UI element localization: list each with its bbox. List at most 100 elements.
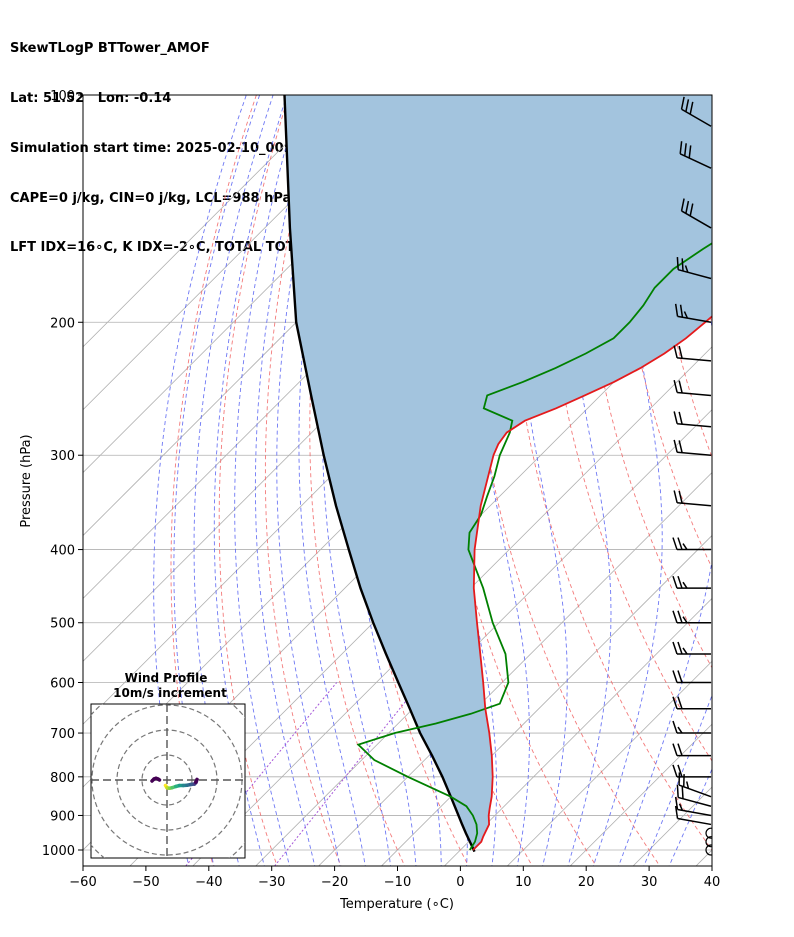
y-tick-label: 100 — [50, 89, 75, 104]
wind-profile-inset: Wind Profile 10m/s increment — [90, 671, 246, 859]
wind-barb-flag — [683, 311, 689, 319]
calm-wind-marker — [705, 836, 712, 848]
dewpoint-line — [356, 242, 712, 851]
wind-barb-flag — [684, 265, 689, 273]
wind-barb-flag — [690, 71, 693, 83]
y-tick-label: 1000 — [42, 844, 75, 859]
moist-adiabat-line — [618, 95, 712, 866]
isotherm-line — [255, 409, 712, 866]
wind-barb-flag — [673, 411, 678, 424]
wind-barb-flag — [672, 670, 678, 683]
x-tick-label: 30 — [641, 875, 658, 890]
wind-barb-flag — [679, 304, 684, 318]
wind-barb-flag — [672, 743, 678, 756]
wind-barb-flag — [682, 543, 688, 550]
wind-barb-flag — [672, 696, 678, 709]
wind-barb-flag — [674, 805, 679, 819]
wind-barb-flag — [685, 99, 690, 112]
moist-adiabat-line — [213, 95, 288, 866]
y-tick-label: 300 — [50, 449, 75, 464]
y-tick-label: 700 — [50, 727, 75, 742]
wind-barb-flag — [672, 610, 678, 623]
x-tick-label: −20 — [321, 875, 348, 890]
dry-adiabat-line — [743, 78, 794, 869]
wind-barb-flag — [681, 258, 684, 272]
wind-barb — [678, 784, 712, 798]
wind-barb — [677, 315, 712, 324]
wind-barb — [681, 210, 712, 229]
wind-barb-flag — [678, 411, 683, 425]
wind-barb-flag — [672, 575, 678, 589]
wind-barb-flag — [672, 764, 678, 778]
x-tick-label: −50 — [132, 875, 159, 890]
wind-barb-flag — [677, 743, 683, 756]
wind-barb-flag — [686, 68, 689, 80]
moist-adiabat-line — [562, 95, 612, 866]
wind-barb — [677, 817, 712, 826]
wind-barb — [677, 268, 712, 280]
isotherm-line — [443, 597, 712, 866]
calm-wind-marker — [705, 827, 712, 839]
x-tick-label: −40 — [195, 875, 222, 890]
x-tick-label: 20 — [578, 875, 595, 890]
wind-barb-flag — [673, 345, 678, 359]
moist-adiabat-line — [321, 95, 392, 866]
wind-barb-flag — [677, 670, 683, 683]
dry-adiabat-line — [776, 78, 794, 869]
dry-adiabat-line — [579, 95, 712, 669]
y-tick-label: 900 — [50, 809, 75, 824]
wind-barb-flag — [683, 143, 687, 156]
moist-adiabat-line — [298, 95, 366, 866]
wind-barb-flag — [677, 610, 683, 623]
wind-barb-flag — [681, 786, 684, 799]
hodograph-segment — [194, 777, 199, 784]
dry-adiabat-line — [218, 95, 290, 866]
y-tick-label: 800 — [50, 771, 75, 786]
moist-adiabat-line — [276, 95, 341, 866]
wind-barb — [709, 95, 711, 96]
wind-barb-flag — [674, 303, 679, 317]
hodograph-segment — [156, 777, 162, 782]
axes: −60 −50 −40 −30 −20 −10 0 10 20 30 40 100 200 300 400 5… — [42, 89, 720, 890]
wind-barb-flag — [678, 345, 683, 359]
wind-barb-flag — [678, 440, 683, 453]
parcel-profile-line — [283, 95, 476, 853]
isotherm-line — [192, 346, 712, 866]
wind-barb-flag — [682, 66, 685, 78]
wind-barb-flag — [677, 726, 683, 734]
wind-barb — [677, 808, 712, 817]
wind-barb-flag — [677, 764, 683, 778]
wind-barb-flag — [685, 200, 690, 214]
x-tick-label: 10 — [515, 875, 532, 890]
x-tick-label: 40 — [704, 875, 721, 890]
x-axis-title: Temperature (∘C) — [339, 897, 454, 912]
dry-adiabat-line — [711, 95, 712, 100]
wind-barb-flag — [682, 647, 688, 655]
y-axis-title: Pressure (hPa) — [19, 434, 34, 527]
isotherm-line — [506, 660, 712, 866]
x-tick-label: −60 — [69, 875, 96, 890]
wind-barb-flag — [672, 641, 678, 655]
moist-adiabat-line — [643, 694, 712, 866]
wind-barb — [677, 796, 712, 807]
inset-subtitle: 10m/s increment — [113, 686, 227, 700]
wind-barb-flag — [672, 720, 678, 734]
moist-adiabat-line — [592, 95, 663, 866]
y-tick-label: 600 — [50, 677, 75, 692]
calm-wind-marker — [705, 844, 712, 856]
title-station: SkewTLogP BTTower_AMOF — [10, 41, 210, 57]
moist-adiabat-line — [153, 95, 247, 866]
dry-adiabat-line — [264, 95, 342, 866]
wind-barb — [681, 108, 712, 127]
y-tick-label: 500 — [50, 617, 75, 632]
cin-shading-area — [284, 95, 712, 852]
temperature-line — [472, 315, 712, 851]
dry-adiabat-line — [309, 95, 406, 866]
wind-barb-flag — [680, 96, 685, 110]
wind-barb-flag — [677, 537, 683, 550]
moist-adiabat-line — [173, 95, 261, 866]
wind-barb-flag — [673, 439, 678, 453]
wind-barb — [677, 357, 712, 362]
wind-barb-flag — [688, 145, 692, 159]
